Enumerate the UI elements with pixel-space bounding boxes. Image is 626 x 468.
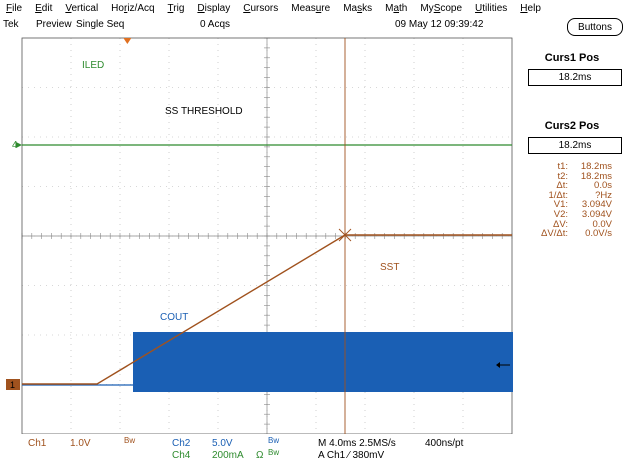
- menu-masks[interactable]: Masks: [343, 3, 373, 14]
- curs1-title: Curs1 Pos: [544, 52, 600, 64]
- menu-cursors[interactable]: Cursors: [243, 3, 279, 14]
- ch2-trace: [133, 332, 513, 392]
- brand-label: Tek: [3, 19, 19, 30]
- cout-label: COUT: [160, 312, 188, 323]
- ch4-name[interactable]: Ch4: [172, 450, 191, 461]
- graticule-border: [21, 37, 513, 434]
- readout-row: 1/Δt: ?Hz: [520, 191, 624, 201]
- menu-bar: File Edit Vertical Horiz/Acq Trig Display Curs…: [0, 0, 626, 17]
- menu-edit[interactable]: Edit: [35, 3, 53, 14]
- readout-label: t1:: [557, 161, 568, 172]
- ch1-bw: Bw: [124, 436, 136, 445]
- readout-value: 3.094V: [581, 208, 612, 220]
- ch1-name[interactable]: Ch1: [28, 438, 47, 449]
- readout-row: ΔV/Δt: 0.0V/s: [520, 229, 624, 239]
- menu-measure[interactable]: Measure: [291, 3, 331, 14]
- readout-value: ?Hz: [595, 189, 612, 201]
- menu-vertical[interactable]: Vertical: [65, 3, 99, 14]
- traces: [16, 38, 513, 434]
- ch1-marker-box[interactable]: [6, 379, 20, 390]
- ch4-arrow-icon: [16, 142, 22, 148]
- menu-myscope[interactable]: MyScope: [420, 3, 463, 14]
- readout-label: ΔV/Δt:: [541, 228, 568, 240]
- curs2-value[interactable]: 18.2ms: [528, 137, 622, 154]
- acq-count: 0 Acqs: [200, 19, 231, 30]
- ch1-trace: [22, 234, 512, 385]
- sst-label: SST: [380, 262, 399, 273]
- iled-label: ILED: [82, 60, 104, 71]
- readout-row: t2: 18.2ms: [520, 170, 624, 182]
- offscreen-arrow-head-icon: [496, 362, 500, 368]
- readout-row: Δt: 0.0s: [520, 181, 624, 191]
- menu-file[interactable]: File: [6, 3, 23, 14]
- menu-math[interactable]: Math: [385, 3, 408, 14]
- readout-label: V1:: [553, 199, 568, 211]
- ch4-bw: Bw: [268, 448, 280, 457]
- ch1-scale: 1.0V: [70, 438, 91, 449]
- datetime: 09 May 12 09:39:42: [395, 19, 484, 30]
- cursor-readouts: t1: 18.2ms t2: 18.2ms Δt: 0.0s 1/Δt: ?Hz V1: 3.09…: [520, 162, 624, 239]
- ch2-scale: 5.0V: [212, 438, 233, 449]
- readout-row: t1: 18.2ms: [520, 162, 624, 172]
- menu-help[interactable]: Help: [520, 3, 541, 14]
- readout-value: 18.2ms: [580, 161, 612, 172]
- readout-label: Δt:: [556, 180, 568, 192]
- readout-value: 0.0s: [594, 180, 612, 192]
- menu-utilities[interactable]: Utilities: [475, 3, 508, 14]
- readout-value: 0.0V: [592, 218, 612, 230]
- ch1-marker[interactable]: 1: [10, 380, 15, 390]
- preview-label: Preview: [36, 19, 72, 30]
- ch4-scale: 200mA: [212, 450, 244, 461]
- trigger-position-icon: [123, 38, 132, 44]
- curs2-title: Curs2 Pos: [544, 120, 600, 132]
- readout-row: V1: 3.094V: [520, 200, 624, 210]
- timebase[interactable]: M 4.0ms 2.5MS/s: [318, 438, 396, 449]
- readout-value: 0.0V/s: [585, 228, 612, 240]
- readout-label: ΔV:: [553, 218, 568, 230]
- readout-row: V2: 3.094V: [520, 210, 624, 220]
- ch4-marker[interactable]: 4: [12, 140, 18, 151]
- waveform-display[interactable]: ILED SS THRESHOLD SST COUT 4 1: [0, 36, 518, 434]
- readout-label: 1/Δt:: [548, 189, 568, 201]
- channel-settings-bar: Ch1 1.0V Bw Ch2 5.0V Bw Ch4 200mA Ω Bw M…: [0, 436, 518, 468]
- buttons-button[interactable]: Buttons: [567, 18, 623, 36]
- trigger-setting[interactable]: A Ch1 ⁄ 380mV: [318, 450, 385, 461]
- ch4-ohm: Ω: [256, 450, 264, 461]
- cursor-panel: Curs1 Pos 18.2ms Curs2 Pos 18.2ms t1: 18.…: [518, 36, 626, 468]
- ch2-bw: Bw: [268, 436, 280, 445]
- readout-label: V2:: [553, 208, 568, 220]
- curs1-value[interactable]: 18.2ms: [528, 69, 622, 86]
- readout-row: ΔV: 0.0V: [520, 218, 624, 230]
- readout-value: 3.094V: [581, 199, 612, 211]
- menu-trig[interactable]: Trig: [167, 3, 185, 14]
- menu-display[interactable]: Display: [197, 3, 231, 14]
- readout-label: t2:: [557, 170, 568, 182]
- ch2-name[interactable]: Ch2: [172, 438, 191, 449]
- record-rate: 400ns/pt: [425, 438, 464, 449]
- readout-value: 18.2ms: [580, 170, 612, 182]
- menu-horiz-acq[interactable]: Horiz/Acq: [111, 3, 155, 14]
- acq-mode-label: Single Seq: [76, 19, 125, 30]
- threshold-label: SS THRESHOLD: [165, 106, 243, 117]
- cursor-cross: [338, 228, 352, 242]
- status-bar: Tek Preview Single Seq 0 Acqs 09 May 12 …: [0, 17, 520, 33]
